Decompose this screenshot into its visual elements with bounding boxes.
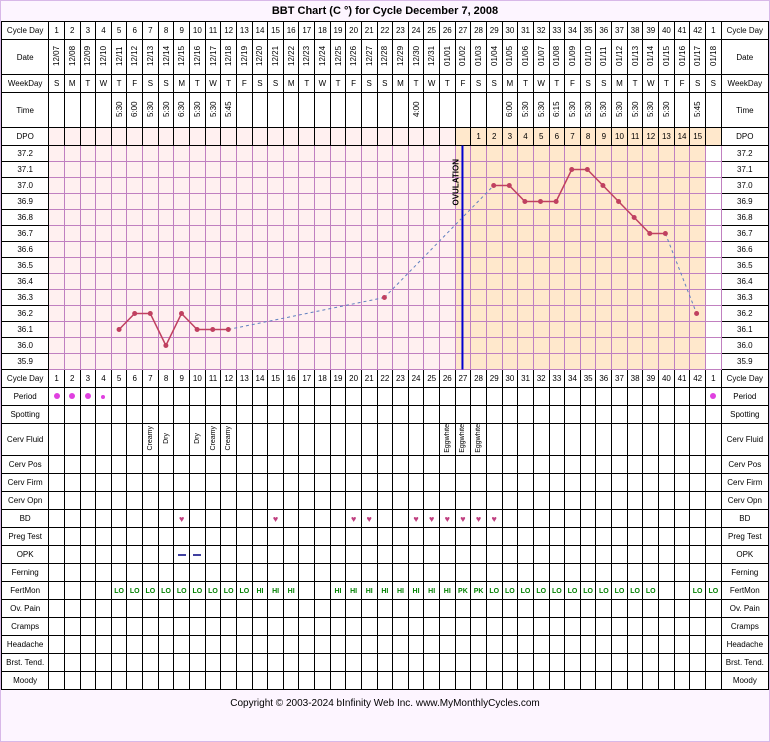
- footer-text: Copyright © 2003-2024 bInfinity Web Inc.…: [1, 690, 769, 717]
- ovpain-row: Ov. Pain Ov. Pain: [2, 600, 769, 618]
- cycleday-row-bot: Cycle Day 123456789101112131415161718192…: [2, 370, 769, 388]
- ferning-row: Ferning Ferning: [2, 564, 769, 582]
- temp-chart-rows: 37.237.237.137.137.037.036.936.936.836.8…: [2, 146, 769, 370]
- weekday-row: WeekDay SMTWTFSSMTWTFSSMTWTFSSMTWTFSSMTW…: [2, 75, 769, 93]
- headache-row: Headache Headache: [2, 636, 769, 654]
- cervopn-row: Cerv Opn Cerv Opn: [2, 492, 769, 510]
- dpo-label: DPO: [2, 128, 49, 146]
- cycleday-label-r: Cycle Day: [721, 22, 768, 40]
- dpo-label-r: DPO: [721, 128, 768, 146]
- cervfluid-row: Cerv Fluid CreamyDryDryCreamyCreamyEggwh…: [2, 424, 769, 456]
- pregtest-row: Preg Test Preg Test: [2, 528, 769, 546]
- time-label: Time: [2, 93, 49, 128]
- chart-title: BBT Chart (C °) for Cycle December 7, 20…: [1, 1, 769, 21]
- time-row: Time 5:306:005:305:306:305:305:305:454:0…: [2, 93, 769, 128]
- spotting-row: Spotting Spotting: [2, 406, 769, 424]
- fertmon-row: FertMon LOLOLOLOLOLOLOLOLOHIHIHIHIHIHIHI…: [2, 582, 769, 600]
- chart-wrap: Cycle Day 123456789101112131415161718192…: [1, 21, 769, 690]
- date-row: Date 12/0712/0812/0912/1012/1112/1212/13…: [2, 40, 769, 75]
- moody-row: Moody Moody: [2, 672, 769, 690]
- period-row: Period Period: [2, 388, 769, 406]
- cycleday-label: Cycle Day: [2, 22, 49, 40]
- dpo-row: DPO 123456789101112131415DPO: [2, 128, 769, 146]
- bd-row: BD ♥♥♥♥♥♥♥♥♥♥BD: [2, 510, 769, 528]
- brst-row: Brst. Tend. Brst. Tend.: [2, 654, 769, 672]
- cervfirm-row: Cerv Firm Cerv Firm: [2, 474, 769, 492]
- chart-table: Cycle Day 123456789101112131415161718192…: [1, 21, 769, 690]
- chart-container: BBT Chart (C °) for Cycle December 7, 20…: [0, 0, 770, 742]
- cramps-row: Cramps Cramps: [2, 618, 769, 636]
- weekday-label-r: WeekDay: [721, 75, 768, 93]
- weekday-label: WeekDay: [2, 75, 49, 93]
- time-label-r: Time: [721, 93, 768, 128]
- opk-row: OPK OPK: [2, 546, 769, 564]
- cycleday-row-top: Cycle Day 123456789101112131415161718192…: [2, 22, 769, 40]
- cervpos-row: Cerv Pos Cerv Pos: [2, 456, 769, 474]
- date-label: Date: [2, 40, 49, 75]
- date-label-r: Date: [721, 40, 768, 75]
